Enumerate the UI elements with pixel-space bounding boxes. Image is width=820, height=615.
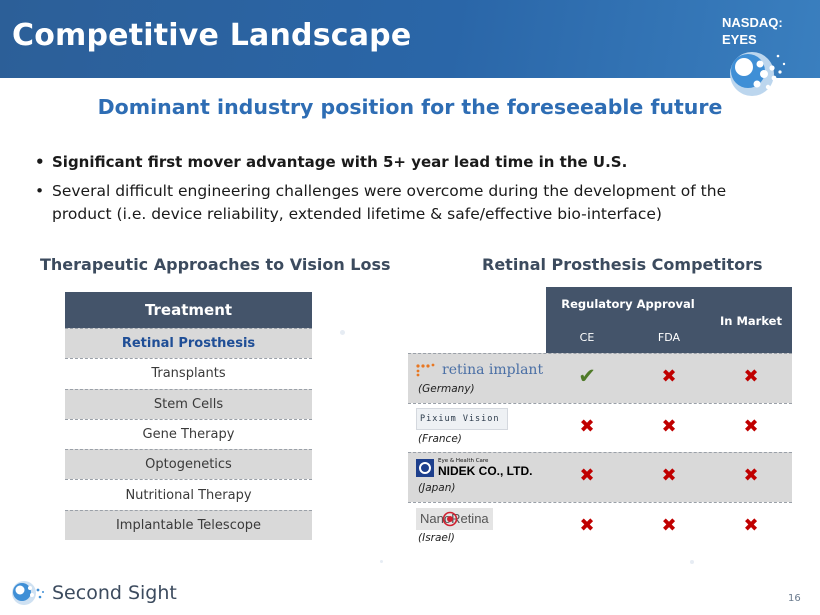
- retina-implant-logo-text: retina implant: [442, 362, 544, 378]
- second-sight-sphere-icon: [12, 581, 44, 605]
- bullet-dot: •: [35, 153, 45, 171]
- competitors-header: Regulatory Approval CE FDA In Market: [546, 287, 792, 353]
- bullet-dot: •: [35, 182, 45, 200]
- background-dot: [690, 560, 694, 564]
- cross-icon: ✖: [743, 465, 759, 486]
- nidek-emblem-icon: [416, 459, 434, 477]
- cross-icon: ✖: [743, 366, 759, 387]
- retina-implant-logo: retina implant: [416, 360, 543, 380]
- treatment-header: Treatment: [65, 292, 312, 328]
- bullet-item: • Several difficult engineering challeng…: [32, 180, 780, 226]
- cross-icon: ✖: [661, 415, 677, 437]
- nanoretina-logo: NanoRetina: [416, 507, 493, 530]
- bullet-text: Several difficult engineering challenges…: [52, 182, 727, 223]
- bullet-item: • Significant first mover advantage with…: [32, 151, 780, 174]
- check-icon: ✔: [578, 364, 596, 388]
- cross-icon: ✖: [579, 415, 595, 437]
- cross-icon: ✖: [579, 514, 595, 536]
- competitor-country: (Israel): [418, 531, 455, 544]
- treatment-row: Retinal Prosthesis: [65, 328, 312, 359]
- slide-header: Competitive Landscape NASDAQ: EYES: [0, 0, 820, 96]
- company-sphere-logo: [730, 52, 786, 96]
- competitors-title: Retinal Prosthesis Competitors: [482, 255, 763, 274]
- slide-title: Competitive Landscape: [12, 18, 412, 53]
- competitor-country: (Germany): [418, 383, 475, 395]
- fda-column-header: FDA: [657, 331, 681, 344]
- dotted-logo-icon: [416, 363, 435, 377]
- competitor-country: (France): [418, 432, 462, 445]
- treatment-row: Stem Cells: [65, 388, 312, 419]
- nidek-logo: Eye & Health Care NIDEK CO., LTD.: [416, 457, 532, 479]
- competitor-row: NanoRetina (Israel) ✖ ✖ ✖: [408, 501, 792, 551]
- cross-icon: ✖: [661, 465, 677, 486]
- nanoretina-logo-text: NanoRetina: [420, 511, 489, 526]
- nidek-subtext: Eye & Health Care: [438, 458, 489, 465]
- cross-icon: ✖: [579, 465, 595, 486]
- competitor-row: Eye & Health Care NIDEK CO., LTD. (Japan…: [408, 452, 792, 502]
- bullet-text: Significant first mover advantage with 5…: [52, 153, 628, 171]
- treatment-row: Gene Therapy: [65, 418, 312, 450]
- treatment-row: Nutritional Therapy: [65, 479, 312, 510]
- nanoretina-target-icon: [442, 511, 458, 526]
- cross-icon: ✖: [661, 514, 677, 536]
- cross-icon: ✖: [743, 415, 759, 437]
- pixium-vision-logo-text: Pixium Vision: [420, 413, 500, 424]
- treatment-table: Treatment Retinal Prosthesis Transplants…: [65, 292, 312, 541]
- treatment-row: Transplants: [65, 358, 312, 389]
- ce-column-header: CE: [579, 331, 595, 344]
- in-market-column-header: In Market: [720, 314, 782, 328]
- second-sight-logo: Second Sight: [10, 578, 177, 608]
- ticker-label: NASDAQ: EYES: [722, 15, 783, 47]
- competitors-table: Regulatory Approval CE FDA In Market ret…: [408, 287, 792, 551]
- regulatory-approval-header: Regulatory Approval: [561, 297, 695, 311]
- pixium-vision-logo: Pixium Vision: [416, 407, 508, 430]
- brand-name: Second Sight: [52, 582, 177, 604]
- bullet-list: • Significant first mover advantage with…: [30, 145, 788, 237]
- background-dot: [340, 330, 345, 335]
- slide-headline: Dominant industry position for the fores…: [97, 95, 723, 119]
- competitor-country: (Japan): [418, 482, 456, 494]
- competitor-row: retina implant (Germany) ✔ ✖ ✖: [408, 353, 792, 403]
- competitor-row: Pixium Vision (France) ✖ ✖ ✖: [408, 402, 792, 452]
- therapeutic-approaches-title: Therapeutic Approaches to Vision Loss: [40, 255, 391, 274]
- background-dot: [380, 560, 383, 563]
- cross-icon: ✖: [661, 366, 677, 387]
- page-number: 16: [788, 593, 801, 604]
- cross-icon: ✖: [743, 514, 759, 536]
- treatment-row: Optogenetics: [65, 449, 312, 480]
- nidek-logo-text: NIDEK CO., LTD.: [438, 463, 533, 478]
- treatment-row: Implantable Telescope: [65, 509, 312, 541]
